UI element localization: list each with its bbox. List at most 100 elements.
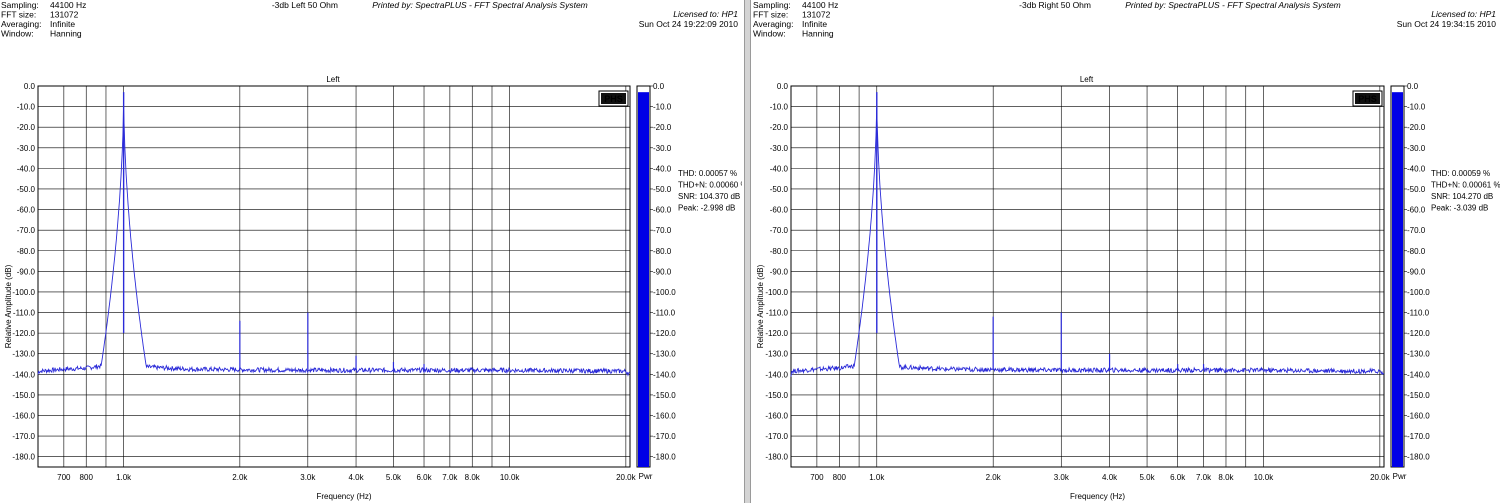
header-label: FFT size: bbox=[1, 10, 36, 20]
header-label: Window: bbox=[753, 29, 786, 39]
x-tick-label: 7.0k bbox=[442, 473, 458, 482]
y-tick-label: -160.0 bbox=[765, 412, 788, 421]
y-tick-label: -150.0 bbox=[765, 391, 788, 400]
x-tick-label: 5.0k bbox=[386, 473, 402, 482]
y-tick-label: 0.0 bbox=[24, 82, 36, 91]
colorbar-tick-label: -140.0 bbox=[653, 370, 676, 379]
y-tick-label: -50.0 bbox=[770, 185, 789, 194]
x-tick-label: 2.0k bbox=[232, 473, 248, 482]
colorbar-tick-label: -90.0 bbox=[653, 267, 672, 276]
x-tick-label: 800 bbox=[80, 473, 94, 482]
y-tick-label: -180.0 bbox=[765, 453, 788, 462]
y-tick-label: -10.0 bbox=[770, 103, 789, 112]
header-label: Averaging: bbox=[753, 19, 793, 29]
colorbar-tick-label: -180.0 bbox=[1407, 453, 1430, 462]
colorbar-fill bbox=[638, 92, 649, 467]
header-value: 44100 Hz bbox=[50, 0, 86, 10]
header-value: Hanning bbox=[50, 29, 82, 39]
y-tick-label: -180.0 bbox=[12, 453, 35, 462]
stat-line: THD+N: 0.00060 % bbox=[678, 181, 742, 190]
colorbar-fill bbox=[1392, 92, 1403, 467]
y-tick-label: -90.0 bbox=[770, 267, 789, 276]
x-tick-label: 4.0k bbox=[1102, 473, 1118, 482]
y-tick-label: -30.0 bbox=[17, 144, 36, 153]
x-tick-label: 10.0k bbox=[500, 473, 521, 482]
y-tick-label: -130.0 bbox=[12, 350, 35, 359]
header-datetime: Sun Oct 24 19:34:15 2010 bbox=[1397, 19, 1497, 29]
y-tick-label: -110.0 bbox=[13, 309, 36, 318]
y-tick-label: -170.0 bbox=[765, 432, 788, 441]
stat-line: THD: 0.00059 % bbox=[1431, 169, 1490, 178]
colorbar-tick-label: -40.0 bbox=[1407, 164, 1426, 173]
colorbar-tick-label: -120.0 bbox=[653, 329, 676, 338]
y-tick-label: -20.0 bbox=[17, 123, 36, 132]
x-axis-label: Frequency (Hz) bbox=[1070, 492, 1125, 501]
y-tick-label: -170.0 bbox=[12, 432, 35, 441]
header-value: 44100 Hz bbox=[802, 0, 838, 10]
colorbar-tick-label: -110.0 bbox=[1407, 309, 1430, 318]
colorbar-tick-label: -80.0 bbox=[653, 247, 672, 256]
spectrum-line bbox=[790, 107, 1385, 377]
colorbar-tick-label: -160.0 bbox=[1407, 412, 1430, 421]
x-tick-label: 5.0k bbox=[1139, 473, 1155, 482]
x-tick-label: 20.0k bbox=[616, 473, 637, 482]
header-value: 131072 bbox=[50, 10, 79, 20]
phs-logo: PHS bbox=[598, 90, 629, 107]
x-tick-label: 1.0k bbox=[869, 473, 885, 482]
x-tick-label: 8.0k bbox=[465, 473, 481, 482]
y-tick-label: -140.0 bbox=[765, 370, 788, 379]
colorbar-tick-label: -130.0 bbox=[653, 350, 676, 359]
x-tick-label: 7.0k bbox=[1196, 473, 1212, 482]
y-tick-label: 0.0 bbox=[777, 82, 789, 91]
colorbar-tick-label: -20.0 bbox=[653, 123, 672, 132]
colorbar-tick-label: -30.0 bbox=[1407, 144, 1426, 153]
x-tick-label: 6.0k bbox=[1170, 473, 1186, 482]
colorbar-tick-label: -170.0 bbox=[653, 432, 676, 441]
colorbar-tick-label: -170.0 bbox=[1407, 432, 1430, 441]
y-tick-label: -50.0 bbox=[17, 185, 36, 194]
x-tick-label: 20.0k bbox=[1370, 473, 1391, 482]
y-tick-label: -120.0 bbox=[765, 329, 788, 338]
panel-divider bbox=[744, 0, 751, 503]
y-tick-label: -120.0 bbox=[12, 329, 35, 338]
x-tick-label: 3.0k bbox=[300, 473, 316, 482]
colorbar-tick-label: -60.0 bbox=[1407, 206, 1426, 215]
x-tick-label: 6.0k bbox=[416, 473, 432, 482]
stat-line: SNR: 104.370 dB bbox=[678, 192, 740, 201]
plot-frame bbox=[37, 85, 631, 468]
header-label: Sampling: bbox=[753, 0, 791, 10]
colorbar-tick-label: -160.0 bbox=[653, 412, 676, 421]
stat-line: THD: 0.00057 % bbox=[678, 169, 737, 178]
stat-line: Peak: -2.998 dB bbox=[678, 204, 735, 213]
y-tick-label: -80.0 bbox=[17, 247, 36, 256]
phs-logo-text: PHS bbox=[1358, 94, 1377, 104]
spectrum-chart-left: Sampling: 44100 Hz FFT size: 131072 Averagin… bbox=[1, 0, 742, 501]
spectrum-line bbox=[37, 107, 631, 377]
header-label: Averaging: bbox=[1, 19, 41, 29]
y-tick-label: -40.0 bbox=[17, 164, 36, 173]
header: Sampling: 44100 Hz FFT size: 131072 Averagin… bbox=[753, 0, 1496, 39]
phs-logo-box bbox=[1355, 93, 1380, 104]
y-tick-label: -70.0 bbox=[17, 226, 36, 235]
header-label: FFT size: bbox=[753, 10, 788, 20]
colorbar-tick-label: -20.0 bbox=[1407, 123, 1426, 132]
x-tick-label: 4.0k bbox=[348, 473, 364, 482]
y-tick-label: -60.0 bbox=[17, 206, 36, 215]
header-title: -3db Right 50 Ohm bbox=[1019, 0, 1091, 10]
y-axis-label: Relative Amplitude (dB) bbox=[4, 264, 13, 348]
header-licensed: Licensed to: HP1 bbox=[673, 9, 738, 19]
phs-logo-box bbox=[601, 93, 626, 104]
colorbar-tick-label: -110.0 bbox=[653, 309, 676, 318]
header: Sampling: 44100 Hz FFT size: 131072 Averagin… bbox=[1, 0, 738, 39]
header-title: -3db Left 50 Ohm bbox=[272, 0, 338, 10]
y-tick-label: -160.0 bbox=[12, 412, 35, 421]
y-tick-label: -30.0 bbox=[770, 144, 789, 153]
colorbar-tick-label: -150.0 bbox=[653, 391, 676, 400]
header-printed-by: Printed by: SpectraPLUS - FFT Spectral A… bbox=[1125, 0, 1341, 10]
x-tick-label: 2.0k bbox=[986, 473, 1002, 482]
colorbar-tick-label: -60.0 bbox=[653, 206, 672, 215]
x-tick-label: 800 bbox=[833, 473, 847, 482]
spectrum-panel-right: Sampling: 44100 Hz FFT size: 131072 Averagin… bbox=[752, 0, 1500, 503]
y-tick-label: -20.0 bbox=[770, 123, 789, 132]
header-value: Infinite bbox=[802, 19, 827, 29]
